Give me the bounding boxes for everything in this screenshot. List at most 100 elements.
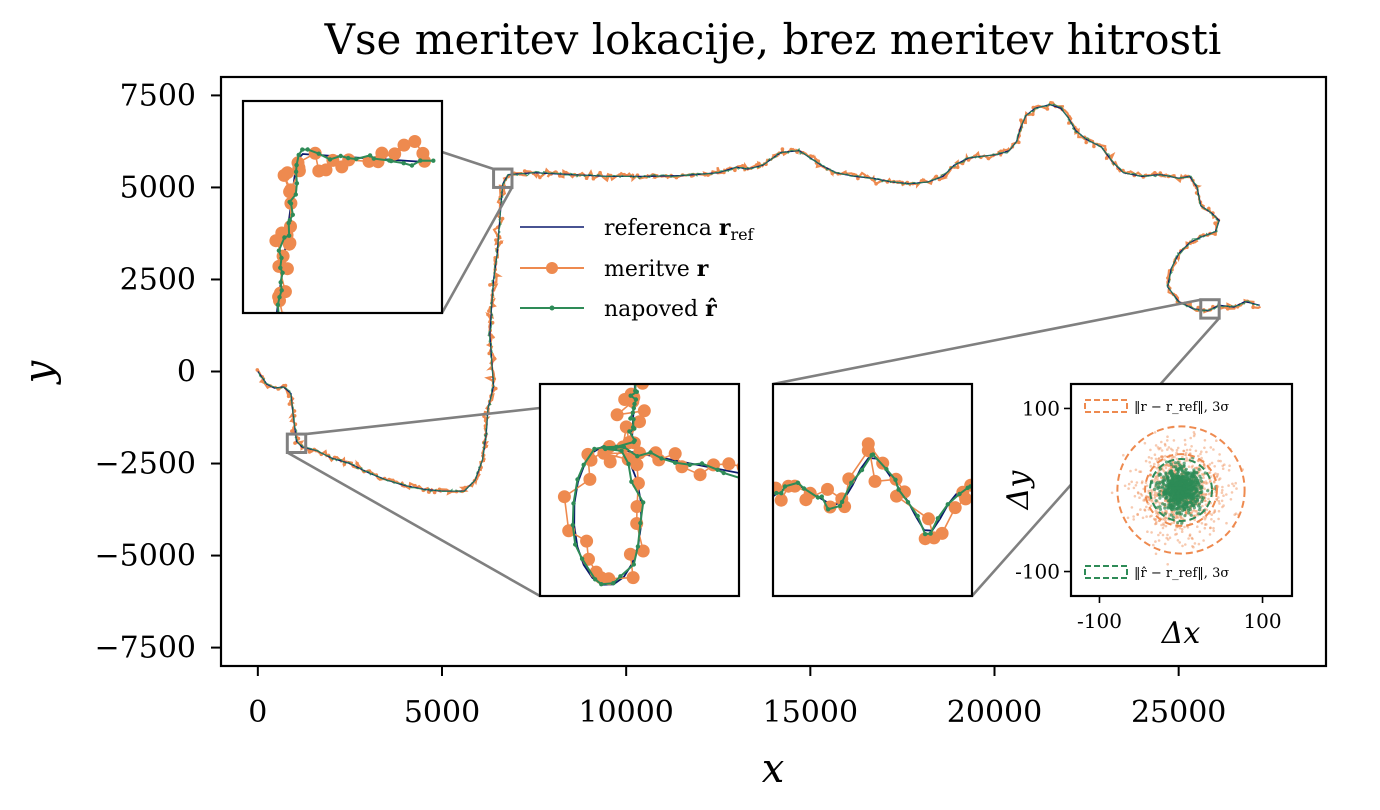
residual-meritve-point xyxy=(1156,510,1160,514)
residual-meritve-point xyxy=(1221,505,1224,509)
residual-napoved-point xyxy=(1178,510,1182,514)
inset-measurement-point xyxy=(948,501,962,515)
residual-meritve-point xyxy=(1181,517,1185,520)
inset-prediction-point xyxy=(922,531,928,537)
inset-prediction-point xyxy=(592,446,597,452)
residual-meritve-point xyxy=(1160,455,1163,459)
residual-meritve-point xyxy=(1149,504,1153,508)
residual-napoved-point xyxy=(1163,512,1167,516)
inset-measurement-point xyxy=(876,456,890,470)
trajectory-layer xyxy=(255,101,1261,496)
meritve-point xyxy=(934,174,939,179)
inset-prediction-point xyxy=(839,499,845,505)
residual-meritve-point xyxy=(1227,469,1231,472)
residual-meritve-point xyxy=(1217,496,1220,499)
residual-meritve-point xyxy=(1137,492,1140,495)
residual-meritve-point xyxy=(1221,464,1224,468)
meritve-point xyxy=(1251,305,1255,310)
meritve-point xyxy=(1225,307,1230,311)
inset-prediction-point xyxy=(884,467,889,472)
residual-meritve-point xyxy=(1191,545,1194,548)
residual-meritve-point xyxy=(1149,489,1153,492)
inset-prediction-point xyxy=(715,467,720,472)
residual-napoved-point xyxy=(1197,502,1201,506)
residual-meritve-point xyxy=(1169,447,1173,451)
residual-meritve-point xyxy=(1222,494,1225,498)
inset-prediction-point xyxy=(641,500,646,505)
residual-napoved-point xyxy=(1160,485,1164,489)
meritve-point xyxy=(1045,107,1050,111)
residual-meritve-point xyxy=(1192,434,1196,438)
residual-meritve-point xyxy=(1141,480,1144,483)
x-tick-label: 20000 xyxy=(947,695,1042,730)
residual-meritve-point xyxy=(1231,482,1234,486)
residual-meritve-point xyxy=(1218,502,1221,505)
residual-meritve-point xyxy=(1204,480,1208,483)
inset-prediction-point xyxy=(409,163,415,168)
meritve-point xyxy=(955,165,960,170)
residual-meritve-point xyxy=(1227,484,1230,487)
residual-meritve-point xyxy=(1194,514,1197,517)
residual-meritve-point xyxy=(1203,523,1207,526)
residual-napoved-point xyxy=(1176,460,1180,465)
residual-meritve-point xyxy=(1160,449,1164,452)
residual-meritve-point xyxy=(1200,522,1204,525)
residual-meritve-point xyxy=(1138,496,1141,500)
residual-meritve-point xyxy=(1166,439,1169,442)
residual-meritve-point xyxy=(1140,481,1144,485)
residual-meritve-point xyxy=(1157,539,1161,542)
residual-meritve-point xyxy=(1200,472,1204,476)
residual-meritve-point xyxy=(1184,511,1188,515)
inset-prediction-point xyxy=(631,562,636,567)
meritve-point xyxy=(413,483,417,488)
residual-meritve-point xyxy=(1204,503,1208,507)
residual-meritve-point xyxy=(1134,484,1138,487)
residual-napoved-point xyxy=(1185,472,1190,477)
meritve-point xyxy=(538,175,542,180)
inset-prediction-point xyxy=(849,480,854,485)
meritve-point xyxy=(293,441,297,445)
inset-prediction-point xyxy=(599,582,604,587)
meritve-point xyxy=(1104,156,1109,160)
meritve-point xyxy=(307,450,312,454)
inset-prediction-point xyxy=(699,461,705,466)
residual-meritve-point xyxy=(1194,449,1198,453)
residual-meritve-point xyxy=(1142,499,1145,502)
inset-prediction-point xyxy=(631,417,636,422)
residual-meritve-point xyxy=(1220,491,1224,495)
inset-prediction-point xyxy=(431,158,436,163)
residual-napoved-point xyxy=(1168,503,1172,507)
inset-measurement-point xyxy=(388,147,402,161)
residual-meritve-point xyxy=(1157,533,1160,537)
inset-prediction-point xyxy=(401,161,406,166)
y-axis-label: y xyxy=(16,359,62,385)
inset-measurement-point xyxy=(581,447,595,461)
residual-napoved-point xyxy=(1183,481,1187,485)
inset-measurement-point xyxy=(774,493,788,507)
residual-meritve-point xyxy=(1177,516,1180,519)
residual-meritve-point xyxy=(1153,492,1157,495)
residual-meritve-point xyxy=(1212,529,1215,533)
residual-meritve-point xyxy=(1212,448,1215,451)
residual-x-label: Δx xyxy=(1161,616,1201,651)
residual-meritve-point xyxy=(1110,491,1114,495)
series-meritve-markers xyxy=(255,101,1255,495)
inset-prediction-point xyxy=(928,531,933,536)
residual-meritve-point xyxy=(1233,513,1236,516)
residual-meritve-point xyxy=(1130,480,1133,484)
residual-meritve-point xyxy=(1147,456,1151,459)
residual-meritve-point xyxy=(1139,492,1143,496)
residual-meritve-point xyxy=(1148,461,1151,464)
residual-meritve-point xyxy=(1156,446,1160,449)
residual-meritve-point xyxy=(1192,545,1195,549)
residual-meritve-point xyxy=(1202,516,1205,519)
residual-meritve-point xyxy=(1149,473,1152,477)
residual-meritve-point xyxy=(1184,443,1187,446)
residual-napoved-point xyxy=(1162,491,1167,495)
residual-meritve-point xyxy=(1205,481,1209,485)
residual-meritve-point xyxy=(1202,476,1205,480)
residual-napoved-point xyxy=(1170,493,1174,497)
residual-napoved-point xyxy=(1179,477,1183,481)
residual-circle-2 xyxy=(1149,458,1213,522)
residual-meritve-point xyxy=(1203,487,1206,491)
